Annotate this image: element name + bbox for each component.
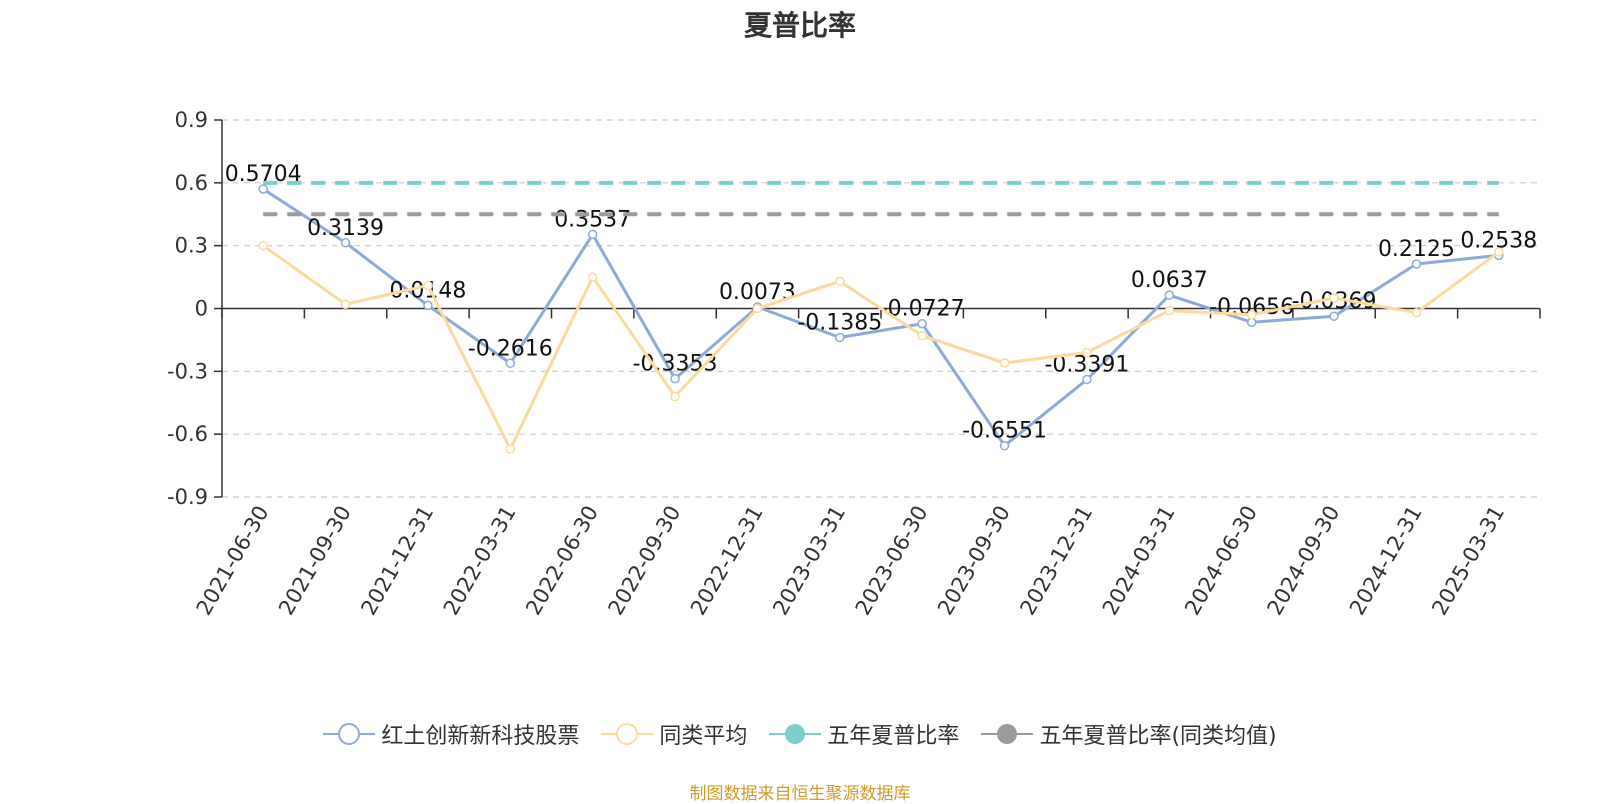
data-point: [423, 300, 433, 311]
x-tick-label: 2024-12-31: [1345, 502, 1427, 620]
data-point: [670, 391, 680, 402]
x-tick-label: 2025-03-31: [1427, 502, 1509, 620]
y-tick-label: 0: [195, 297, 208, 321]
y-tick-label: -0.9: [167, 485, 208, 509]
legend-label-fund: 红土创新新科技股票: [381, 724, 580, 749]
data-point: [670, 373, 680, 384]
data-point: [1329, 311, 1339, 321]
data-point: [587, 272, 598, 282]
legend-marker-fund-icon: [323, 723, 376, 745]
data-point: [1164, 305, 1175, 316]
x-tick-label: 2023-06-30: [851, 502, 933, 620]
data-point: [1082, 347, 1092, 358]
legend-label-five-year: 五年夏普比率: [827, 724, 960, 749]
legend: 红土创新新科技股票 同类平均 五年夏普比率 五年夏普比率(同类均值): [0, 718, 1600, 750]
legend-marker-five-year-icon: [769, 724, 822, 744]
x-tick-label: 2021-12-31: [356, 502, 438, 620]
legend-item-five-year-peer[interactable]: 五年夏普比率(同类均值): [981, 718, 1277, 750]
data-point: [917, 330, 927, 341]
legend-marker-five-year-peer-icon: [981, 724, 1034, 744]
data-label: 0.3139: [307, 216, 384, 241]
y-tick-label: -0.6: [167, 422, 208, 446]
data-point: [1164, 290, 1175, 300]
data-label: 0.2125: [1378, 237, 1455, 262]
data-point: [1411, 307, 1422, 318]
data-point: [587, 229, 598, 240]
data-label: -0.0727: [880, 297, 965, 322]
x-tick-label: 2024-06-30: [1180, 502, 1262, 620]
legend-item-peer-average[interactable]: 同类平均: [601, 718, 747, 750]
series-line: [262, 244, 1500, 451]
x-tick-label: 2022-12-31: [686, 502, 768, 620]
data-point: [340, 238, 351, 248]
data-label: 0.0073: [719, 280, 796, 305]
legend-item-five-year[interactable]: 五年夏普比率: [769, 718, 959, 750]
x-tick-label: 2021-06-30: [192, 502, 274, 620]
x-tick-label: 2023-03-31: [768, 502, 850, 620]
data-point: [835, 276, 845, 287]
data-point: [1082, 374, 1092, 385]
x-tick-label: 2022-03-31: [439, 502, 521, 620]
data-point: [1494, 247, 1504, 257]
series-line: [262, 187, 1499, 448]
y-tick-label: 0.9: [175, 108, 208, 132]
legend-item-fund[interactable]: 红土创新新科技股票: [323, 718, 579, 750]
data-point: [1329, 293, 1339, 303]
y-tick-label: -0.3: [167, 359, 208, 383]
data-point: [917, 318, 927, 329]
legend-label-five-year-peer: 五年夏普比率(同类均值): [1039, 724, 1277, 749]
x-tick-label: 2024-03-31: [1098, 502, 1180, 620]
data-point: [258, 240, 268, 251]
data-point: [505, 358, 516, 369]
data-label: -0.1385: [797, 311, 882, 336]
data-point: [505, 444, 516, 454]
x-tick-label: 2023-09-30: [933, 502, 1015, 620]
data-point: [258, 184, 268, 194]
x-tick-label: 2021-09-30: [274, 502, 356, 620]
data-point: [423, 280, 433, 291]
data-point: [340, 299, 351, 310]
data-point: [999, 440, 1010, 451]
data-label: -0.6551: [962, 419, 1047, 444]
data-point: [1411, 259, 1422, 269]
chart-title: 夏普比率: [743, 9, 856, 42]
y-tick-label: 0.6: [175, 171, 208, 195]
legend-label-peer-average: 同类平均: [659, 724, 748, 749]
data-label: -0.2616: [468, 336, 553, 361]
data-point: [752, 303, 763, 314]
legend-marker-peer-average-icon: [601, 723, 654, 745]
data-label: 0.3537: [554, 207, 631, 232]
data-point: [999, 358, 1010, 368]
x-tick-label: 2024-09-30: [1263, 502, 1345, 620]
x-tick-label: 2022-09-30: [604, 502, 686, 620]
data-point: [1246, 310, 1257, 320]
x-tick-label: 2023-12-31: [1015, 502, 1097, 620]
data-point: [835, 332, 845, 343]
data-label: 0.0637: [1131, 268, 1208, 293]
source-footer: 制图数据来自恒生聚源数据库: [689, 784, 911, 804]
y-tick-label: 0.3: [175, 234, 208, 258]
x-tick-label: 2022-06-30: [521, 502, 603, 620]
